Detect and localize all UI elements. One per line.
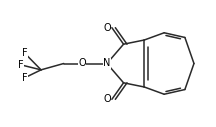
Text: O: O [103, 94, 111, 104]
Text: N: N [103, 59, 111, 68]
Text: F: F [22, 73, 28, 83]
Text: O: O [103, 23, 111, 33]
Text: O: O [78, 59, 86, 68]
Text: F: F [18, 60, 23, 70]
Text: F: F [22, 48, 28, 58]
